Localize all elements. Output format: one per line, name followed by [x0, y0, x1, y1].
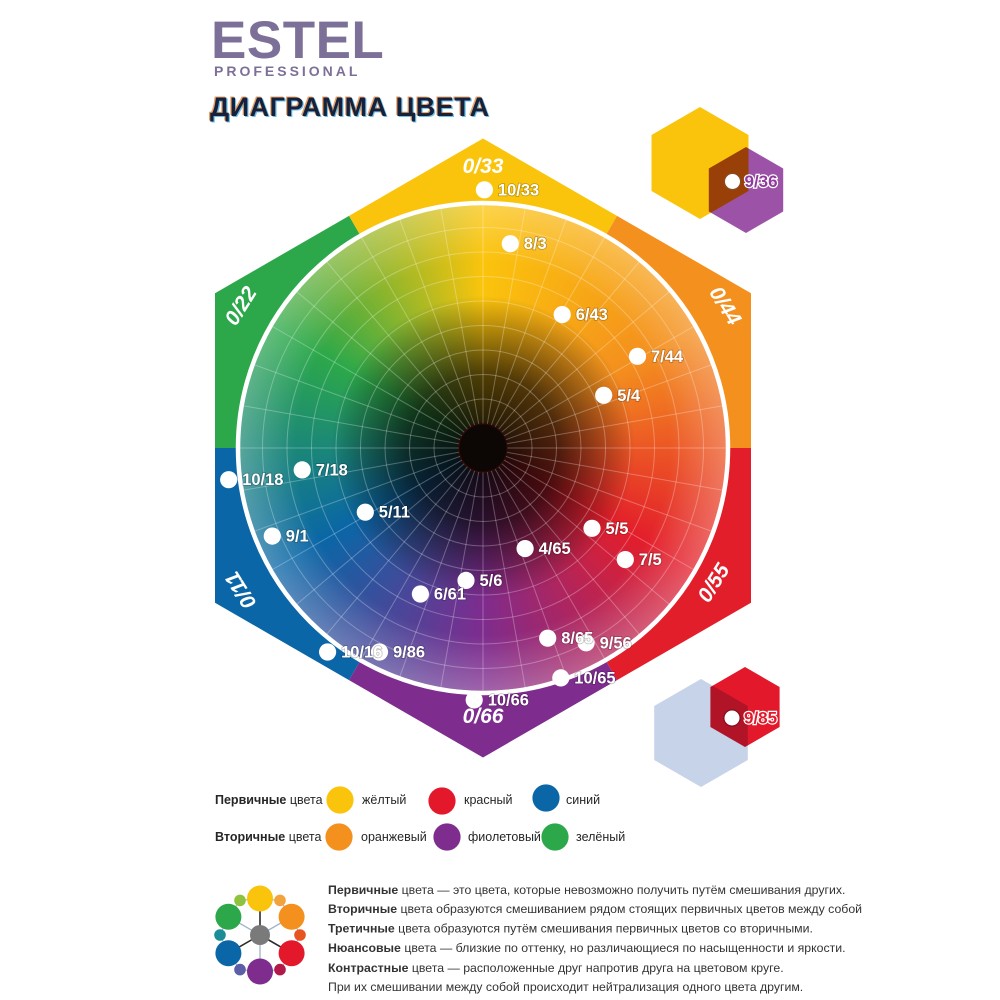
- svg-text:Первичные цвета — это цвета, к: Первичные цвета — это цвета, которые нев…: [328, 883, 845, 897]
- svg-text:Контрастные цвета — расположен: Контрастные цвета — расположенные друг н…: [328, 961, 784, 975]
- svg-text:Третичные цвета образуются пут: Третичные цвета образуются путём смешива…: [328, 922, 813, 936]
- svg-text:При их смешивании между собой: При их смешивании между собой происходит…: [328, 980, 803, 994]
- svg-text:Нюансовые цвета — близкие по о: Нюансовые цвета — близкие по оттенку, но…: [328, 941, 846, 955]
- svg-text:Вторичные цвета образуются сме: Вторичные цвета образуются смешиванием р…: [328, 902, 862, 916]
